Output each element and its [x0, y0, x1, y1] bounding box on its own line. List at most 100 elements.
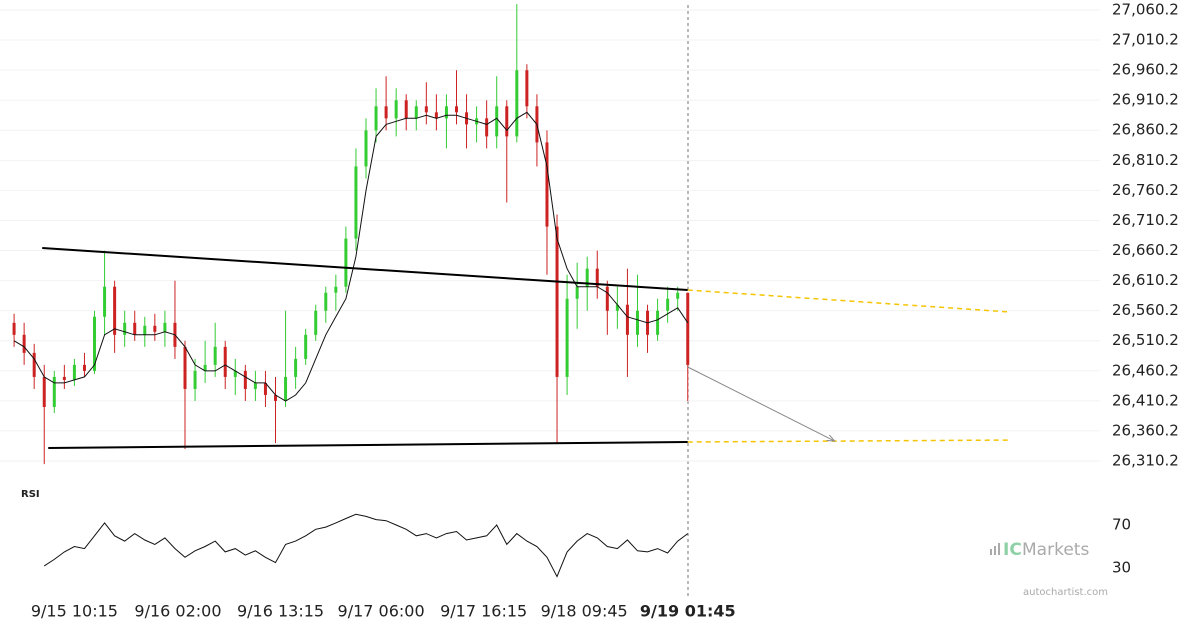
y-tick-label: 26,760.2: [1112, 181, 1179, 199]
candle-body: [454, 106, 458, 113]
candle-body: [334, 286, 338, 293]
y-tick-label: 27,010.2: [1112, 31, 1179, 49]
candle-body: [153, 325, 157, 332]
x-tick-label: 9/17 16:15: [440, 602, 527, 621]
candle-body: [133, 322, 137, 335]
trend-line: [687, 439, 1010, 443]
candle-body: [314, 310, 318, 335]
trend-line: [42, 246, 688, 292]
candle-body: [424, 106, 428, 113]
candle-body: [62, 376, 66, 380]
candle-body: [304, 334, 308, 359]
y-tick-label: 27,060.2: [1112, 0, 1179, 18]
candle-body: [625, 304, 629, 335]
rsi-title: RSI: [21, 489, 40, 500]
candle-body: [193, 370, 197, 389]
candle-body: [585, 268, 589, 287]
candle-body: [364, 130, 368, 167]
trend-line: [48, 440, 688, 449]
candle-body: [284, 376, 288, 401]
candle-body: [203, 364, 207, 371]
candle-body: [595, 268, 599, 287]
candle-body: [274, 394, 278, 401]
candle-body: [374, 106, 378, 131]
candle-body: [243, 370, 247, 389]
y-tick-label: 26,960.2: [1112, 61, 1179, 79]
candle-body: [615, 304, 619, 311]
candle-body: [686, 292, 690, 365]
candle-body: [354, 166, 358, 239]
x-tick-label: 9/19 01:45: [640, 602, 736, 621]
candle-body: [12, 322, 16, 335]
forecast-arrow: [687, 366, 835, 442]
candle-body: [22, 334, 26, 353]
y-tick-label: 26,660.2: [1112, 241, 1179, 259]
candle-body: [605, 286, 609, 311]
candle-body: [103, 286, 107, 317]
candle-body: [183, 346, 187, 389]
y-tick-label: 26,910.2: [1112, 91, 1179, 109]
y-tick-label: 26,610.2: [1112, 271, 1179, 289]
candle-body: [32, 352, 36, 377]
y-tick-label: 26,460.2: [1112, 361, 1179, 379]
x-tick-label: 9/16 02:00: [134, 602, 221, 621]
y-tick-label: 70: [1112, 516, 1131, 534]
candle-body: [656, 310, 660, 335]
candle-body: [223, 346, 227, 377]
y-tick-label: 26,860.2: [1112, 121, 1179, 139]
logo-markets: Markets: [1022, 540, 1089, 560]
candle-body: [344, 238, 348, 287]
candle-body: [444, 106, 448, 119]
trend-line: [687, 289, 1010, 313]
y-tick-label: 26,810.2: [1112, 151, 1179, 169]
logo: IC Markets: [990, 540, 1089, 560]
candle-body: [434, 112, 438, 119]
candle-body: [143, 325, 147, 335]
x-tick-label: 9/15 10:15: [31, 602, 118, 621]
candle-body: [213, 346, 217, 365]
logo-bar: [998, 543, 1000, 555]
source-label: autochartist.com: [1023, 587, 1108, 598]
candle-body: [294, 358, 298, 377]
y-tick-label: 26,560.2: [1112, 301, 1179, 319]
candle-body: [404, 100, 408, 119]
candle-body: [515, 70, 519, 137]
y-tick-label: 26,710.2: [1112, 211, 1179, 229]
candle-body: [263, 382, 267, 395]
x-tick-label: 9/16 13:15: [237, 602, 324, 621]
candle-body: [485, 118, 489, 137]
candle-body: [253, 382, 257, 389]
y-tick-label: 26,510.2: [1112, 331, 1179, 349]
candle-body: [42, 376, 46, 407]
candle-body: [394, 100, 398, 119]
logo-bar: [990, 549, 992, 555]
y-tick-label: 26,360.2: [1112, 421, 1179, 439]
y-tick-label: 26,310.2: [1112, 451, 1179, 469]
logo-bar: [994, 546, 996, 555]
y-tick-label: 30: [1112, 559, 1131, 577]
candle-body: [324, 292, 328, 311]
logo-ic: IC: [1003, 540, 1022, 560]
y-tick-label: 26,410.2: [1112, 391, 1179, 409]
candle-body: [163, 322, 167, 332]
candle-body: [505, 106, 509, 137]
x-tick-label: 9/18 09:45: [541, 602, 628, 621]
candle-body: [384, 106, 388, 119]
candle-body: [565, 298, 569, 377]
candle-body: [666, 298, 670, 311]
rsi-line: [43, 513, 689, 578]
x-tick-label: 9/17 06:00: [338, 602, 425, 621]
candle-body: [555, 226, 559, 377]
candle-body: [676, 292, 680, 299]
candle-body: [495, 106, 499, 137]
candle-body: [93, 316, 97, 371]
candle-body: [545, 142, 549, 227]
candle-body: [113, 286, 117, 335]
candle-body: [52, 376, 56, 407]
candle-body: [233, 370, 237, 377]
candle-body: [525, 70, 529, 107]
candle-body: [82, 364, 86, 371]
candle-body: [72, 364, 76, 380]
candle-body: [635, 310, 639, 335]
